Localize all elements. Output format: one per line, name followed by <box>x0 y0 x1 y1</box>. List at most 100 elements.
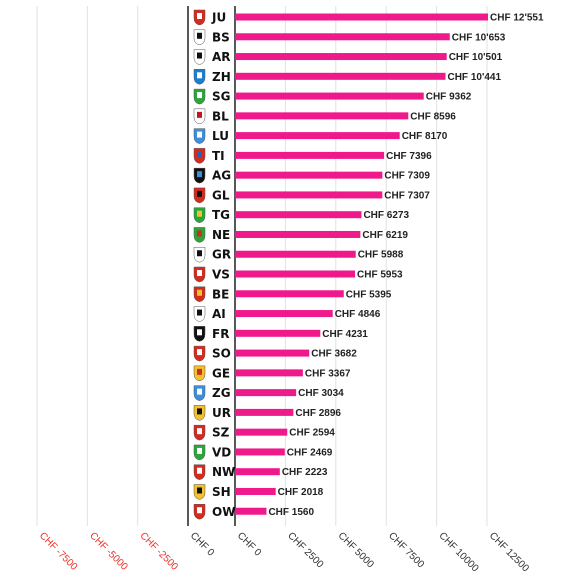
data-label-sh: CHF 2018 <box>278 487 324 498</box>
canton-label-nw: NW <box>212 465 235 479</box>
data-label-vs: CHF 5953 <box>357 270 403 281</box>
data-label-sz: CHF 2594 <box>289 428 335 439</box>
canton-label-so: SO <box>212 347 231 361</box>
bar-tg <box>235 211 362 219</box>
tick-label-negative-3: CHF 0 <box>188 530 217 559</box>
coat-of-arms-detail-icon-ge <box>197 368 202 375</box>
coat-of-arms-detail-icon-fr <box>197 329 202 336</box>
data-label-ur: CHF 2896 <box>295 408 341 419</box>
tick-label-positive-3: CHF 7500 <box>386 530 426 570</box>
coat-of-arms-detail-icon-sg <box>197 92 202 99</box>
data-label-zg: CHF 3034 <box>298 388 344 399</box>
tick-label-negative-2: CHF -2500 <box>138 530 181 573</box>
coat-of-arms-detail-icon-ai <box>197 309 202 316</box>
bar-bl <box>235 112 409 120</box>
tick-label-negative-1: CHF -5000 <box>87 530 130 573</box>
bar-bs <box>235 33 450 41</box>
canton-label-bl: BL <box>212 109 229 123</box>
data-label-ag: CHF 7309 <box>384 171 430 182</box>
coat-of-arms-detail-icon-ur <box>197 408 202 415</box>
data-label-ai: CHF 4846 <box>335 309 381 320</box>
canton-label-gl: GL <box>212 188 230 202</box>
canton-label-zg: ZG <box>212 386 231 400</box>
data-label-ne: CHF 6219 <box>362 230 408 241</box>
bar-ai <box>235 310 333 318</box>
data-label-gr: CHF 5988 <box>358 250 404 261</box>
canton-label-sh: SH <box>212 485 231 499</box>
coat-of-arms-detail-icon-tg <box>197 210 202 217</box>
canton-label-fr: FR <box>212 327 229 341</box>
canton-label-ar: AR <box>212 50 231 64</box>
data-label-fr: CHF 4231 <box>322 329 368 340</box>
data-label-nw: CHF 2223 <box>282 467 328 478</box>
canton-label-vs: VS <box>212 268 230 282</box>
data-label-tg: CHF 6273 <box>363 210 409 221</box>
bar-so <box>235 349 310 357</box>
canton-label-vd: VD <box>212 445 231 459</box>
canton-label-ur: UR <box>212 406 231 420</box>
bar-zh <box>235 72 446 80</box>
tick-label-negative-0: CHF -7500 <box>37 530 80 573</box>
bar-gr <box>235 250 356 258</box>
bar-ag <box>235 171 383 179</box>
coat-of-arms-detail-icon-vd <box>197 447 202 454</box>
canton-label-ag: AG <box>212 169 231 183</box>
data-label-bs: CHF 10'653 <box>452 32 506 43</box>
bar-gl <box>235 191 383 199</box>
bar-be <box>235 290 344 298</box>
data-label-sg: CHF 9362 <box>426 92 472 103</box>
data-label-ge: CHF 3367 <box>305 368 351 379</box>
data-label-lu: CHF 8170 <box>402 131 448 142</box>
bar-zg <box>235 389 297 397</box>
canton-label-tg: TG <box>212 208 230 222</box>
bar-vs <box>235 270 356 278</box>
bar-ur <box>235 408 294 416</box>
coat-of-arms-detail-icon-ar <box>197 52 202 59</box>
coat-of-arms-detail-icon-zh <box>197 72 202 79</box>
data-label-gl: CHF 7307 <box>384 190 430 201</box>
coat-of-arms-detail-icon-bs <box>197 32 202 39</box>
canton-label-ow: OW <box>212 505 235 519</box>
bar-ge <box>235 369 303 377</box>
coat-of-arms-detail-icon-bl <box>197 111 202 118</box>
canton-label-zh: ZH <box>212 70 231 84</box>
tick-label-positive-2: CHF 5000 <box>336 530 376 570</box>
coat-of-arms-detail-icon-nw <box>197 467 202 474</box>
canton-label-lu: LU <box>212 129 229 143</box>
coat-of-arms-detail-icon-sh <box>197 487 202 494</box>
coat-of-arms-detail-icon-ag <box>197 171 202 178</box>
data-label-ar: CHF 10'501 <box>449 52 503 63</box>
data-label-so: CHF 3682 <box>311 349 357 360</box>
bar-vd <box>235 448 285 456</box>
tick-label-positive-4: CHF 10000 <box>436 530 480 574</box>
bar-ti <box>235 151 385 159</box>
canton-label-ju: JU <box>211 11 226 25</box>
tick-label-positive-5: CHF 12500 <box>487 530 531 574</box>
canton-label-ai: AI <box>212 307 226 321</box>
coat-of-arms-detail-icon-zg <box>197 388 202 395</box>
canton-label-bs: BS <box>212 30 230 44</box>
tick-label-positive-0: CHF 0 <box>235 530 264 559</box>
coat-of-arms-detail-icon-be <box>197 289 202 296</box>
coat-of-arms-detail-icon-ju <box>197 13 202 19</box>
bar-fr <box>235 329 321 337</box>
coat-of-arms-detail-icon-ne <box>197 230 202 237</box>
bar-sz <box>235 428 288 436</box>
canton-label-ne: NE <box>212 228 230 242</box>
data-label-be: CHF 5395 <box>346 289 392 300</box>
data-label-zh: CHF 10'441 <box>447 72 501 83</box>
tick-label-positive-1: CHF 2500 <box>285 530 325 570</box>
data-label-ti: CHF 7396 <box>386 151 432 162</box>
canton-label-ge: GE <box>212 366 230 380</box>
bar-ju <box>235 13 489 21</box>
data-label-bl: CHF 8596 <box>410 111 456 122</box>
bar-ow <box>235 507 267 515</box>
bar-ne <box>235 230 361 238</box>
coat-of-arms-detail-icon-ti <box>197 151 202 158</box>
data-label-ow: CHF 1560 <box>268 507 314 518</box>
coat-of-arms-detail-icon-so <box>197 349 202 356</box>
bar-sg <box>235 92 424 100</box>
coat-of-arms-detail-icon-sz <box>197 428 202 435</box>
coat-of-arms-detail-icon-gl <box>197 190 202 197</box>
